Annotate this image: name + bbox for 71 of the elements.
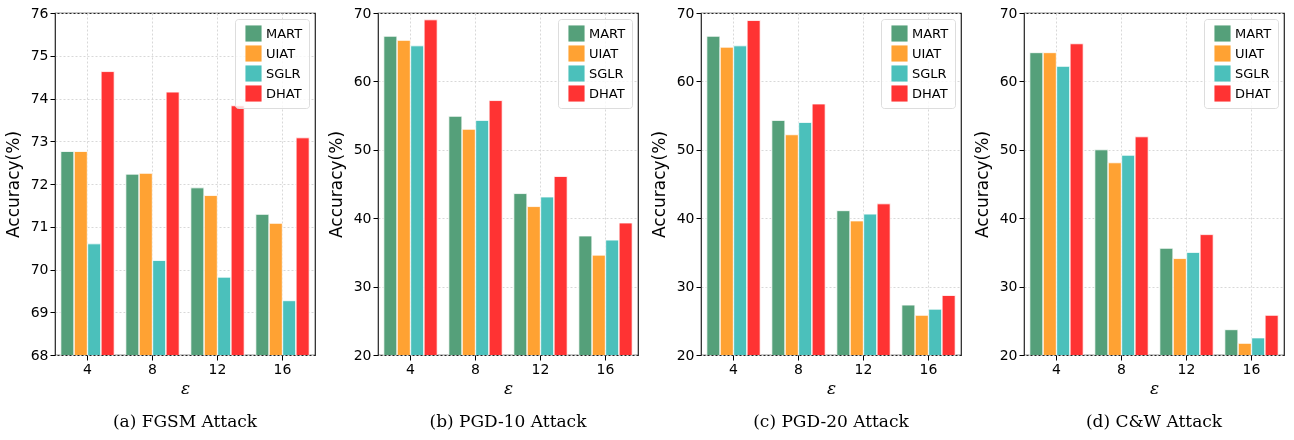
y-tick-label: 70	[353, 4, 372, 21]
y-tick-label: 73	[30, 132, 49, 149]
y-tick-label: 75	[30, 47, 49, 64]
legend-label: DHAT	[589, 85, 625, 101]
y-tick-label: 76	[30, 4, 49, 21]
x-axis-title: ε	[1149, 377, 1160, 398]
text: (c) PGD-20 Attack	[753, 411, 910, 431]
y-tick-label: 30	[676, 278, 695, 295]
y-tick-label: 50	[999, 141, 1018, 158]
y-tick-label: 30	[999, 278, 1018, 295]
x-tick-label: 8	[794, 360, 803, 377]
x-tick-label: 12	[1177, 360, 1196, 377]
x-tick-label: 4	[1052, 360, 1062, 377]
y-axis-title: Accuracy(%)	[648, 130, 669, 239]
x-axis-title: ε	[826, 377, 837, 398]
y-tick-label: 50	[676, 141, 695, 158]
y-axis-title: Accuracy(%)	[325, 130, 346, 239]
legend-label: UIAT	[912, 45, 942, 61]
legend-label: MART	[589, 25, 626, 41]
x-tick-label: 16	[596, 360, 615, 377]
y-tick-label: 70	[999, 4, 1018, 21]
legend-label: MART	[1235, 25, 1272, 41]
y-tick-label: 60	[999, 72, 1018, 89]
x-axis-title: ε	[503, 377, 514, 398]
x-tick-label: 4	[406, 360, 416, 377]
legend-label: DHAT	[266, 85, 302, 101]
y-axis-title: Accuracy(%)	[2, 130, 23, 239]
x-tick-label: 4	[729, 360, 739, 377]
y-tick-label: 72	[30, 175, 49, 192]
y-tick-label: 40	[999, 209, 1018, 226]
y-tick-label: 60	[353, 72, 372, 89]
x-axis-title: ε	[180, 377, 191, 398]
legend-label: SGLR	[1235, 65, 1270, 81]
x-tick-label: 16	[273, 360, 292, 377]
y-tick-label: 71	[30, 218, 49, 235]
legend-label: DHAT	[1235, 85, 1271, 101]
legend-label: UIAT	[1235, 45, 1265, 61]
y-tick-label: 40	[353, 209, 372, 226]
text: (a) FGSM Attack	[112, 411, 258, 431]
x-tick-label: 8	[1117, 360, 1126, 377]
x-tick-label: 16	[919, 360, 938, 377]
legend-label: SGLR	[912, 65, 947, 81]
y-tick-label: 60	[676, 72, 695, 89]
y-tick-label: 20	[999, 346, 1018, 363]
y-tick-label: 68	[30, 346, 49, 363]
x-tick-label: 12	[854, 360, 873, 377]
y-tick-label: 69	[30, 303, 49, 320]
legend-label: DHAT	[912, 85, 948, 101]
text: (b) PGD-10 Attack	[429, 411, 588, 431]
x-tick-label: 12	[208, 360, 227, 377]
legend-label: SGLR	[589, 65, 624, 81]
x-tick-label: 8	[148, 360, 157, 377]
y-tick-label: 40	[676, 209, 695, 226]
y-tick-label: 50	[353, 141, 372, 158]
x-tick-label: 4	[83, 360, 93, 377]
y-tick-label: 74	[30, 90, 49, 106]
legend-label: MART	[266, 25, 303, 41]
legend-label: SGLR	[266, 65, 301, 81]
y-tick-label: 20	[676, 346, 695, 363]
legend-label: UIAT	[266, 45, 296, 61]
x-tick-label: 12	[531, 360, 550, 377]
x-tick-label: 16	[1242, 360, 1261, 377]
y-axis-title: Accuracy(%)	[971, 130, 992, 239]
y-tick-label: 20	[353, 346, 372, 363]
legend-label: UIAT	[589, 45, 619, 61]
text: (d) C&W Attack	[1085, 411, 1223, 431]
x-tick-label: 8	[471, 360, 480, 377]
y-tick-label: 70	[30, 261, 49, 277]
legend-label: MART	[912, 25, 949, 41]
y-tick-label: 30	[353, 278, 372, 295]
y-tick-label: 70	[676, 4, 695, 21]
